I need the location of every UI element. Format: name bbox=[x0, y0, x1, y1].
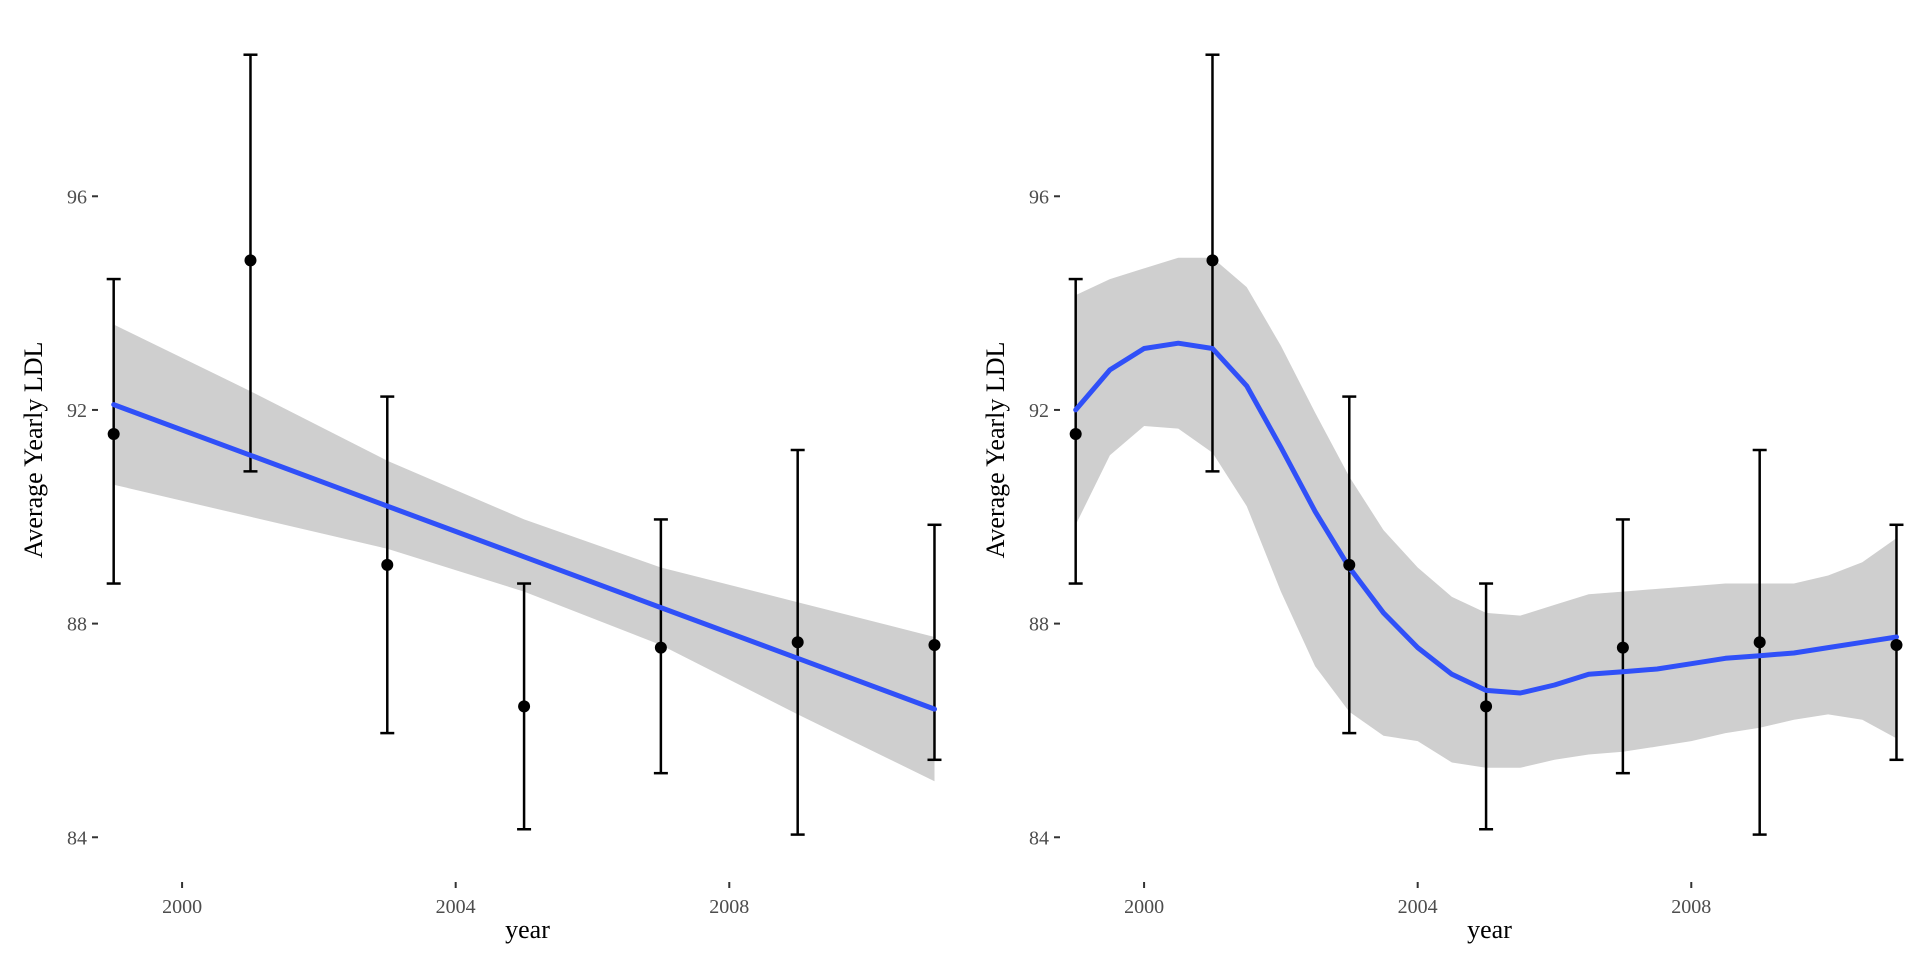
confidence-ribbon bbox=[113, 324, 935, 782]
data-point bbox=[1616, 641, 1629, 654]
y-tick-label: 96 bbox=[1029, 186, 1049, 208]
fit-line bbox=[111, 402, 937, 712]
y-tick-label: 96 bbox=[67, 186, 87, 208]
y-tick-label: 84 bbox=[1029, 827, 1049, 849]
data-point bbox=[107, 427, 120, 440]
data-point bbox=[1753, 636, 1766, 649]
data-point bbox=[654, 641, 667, 654]
data-point bbox=[928, 638, 941, 651]
y-tick-label: 88 bbox=[1029, 614, 1049, 636]
x-axis-title: year bbox=[1467, 915, 1512, 944]
x-tick-label: 2000 bbox=[1124, 896, 1164, 918]
data-point bbox=[1069, 427, 1082, 440]
y-tick-label: 84 bbox=[67, 827, 87, 849]
x-tick-label: 2000 bbox=[162, 896, 202, 918]
data-point bbox=[1343, 558, 1356, 571]
x-tick-label: 2008 bbox=[709, 896, 749, 918]
data-point bbox=[1890, 638, 1903, 651]
data-point bbox=[381, 558, 394, 571]
panel-left: 84 88 92 96 2000 2004 2008 year Average Yearly L… bbox=[19, 53, 942, 944]
x-tick-label: 2008 bbox=[1671, 896, 1711, 918]
fit-line bbox=[1073, 340, 1899, 696]
data-point bbox=[1206, 254, 1219, 267]
data-point bbox=[518, 700, 531, 713]
x-tick-label: 2004 bbox=[436, 896, 476, 918]
confidence-ribbon bbox=[1075, 257, 1897, 768]
panel-right: 84 88 92 96 2000 2004 2008 year Average Yearly L… bbox=[981, 53, 1904, 944]
data-point bbox=[791, 636, 804, 649]
y-tick-label: 92 bbox=[1029, 400, 1049, 422]
x-axis-title: year bbox=[505, 915, 550, 944]
y-axis-title: Average Yearly LDL bbox=[981, 342, 1010, 559]
x-tick-label: 2004 bbox=[1398, 896, 1438, 918]
y-tick-label: 88 bbox=[67, 614, 87, 636]
y-tick-label: 92 bbox=[67, 400, 87, 422]
data-point bbox=[244, 254, 257, 267]
y-axis-title: Average Yearly LDL bbox=[19, 342, 48, 559]
data-point bbox=[1480, 700, 1493, 713]
